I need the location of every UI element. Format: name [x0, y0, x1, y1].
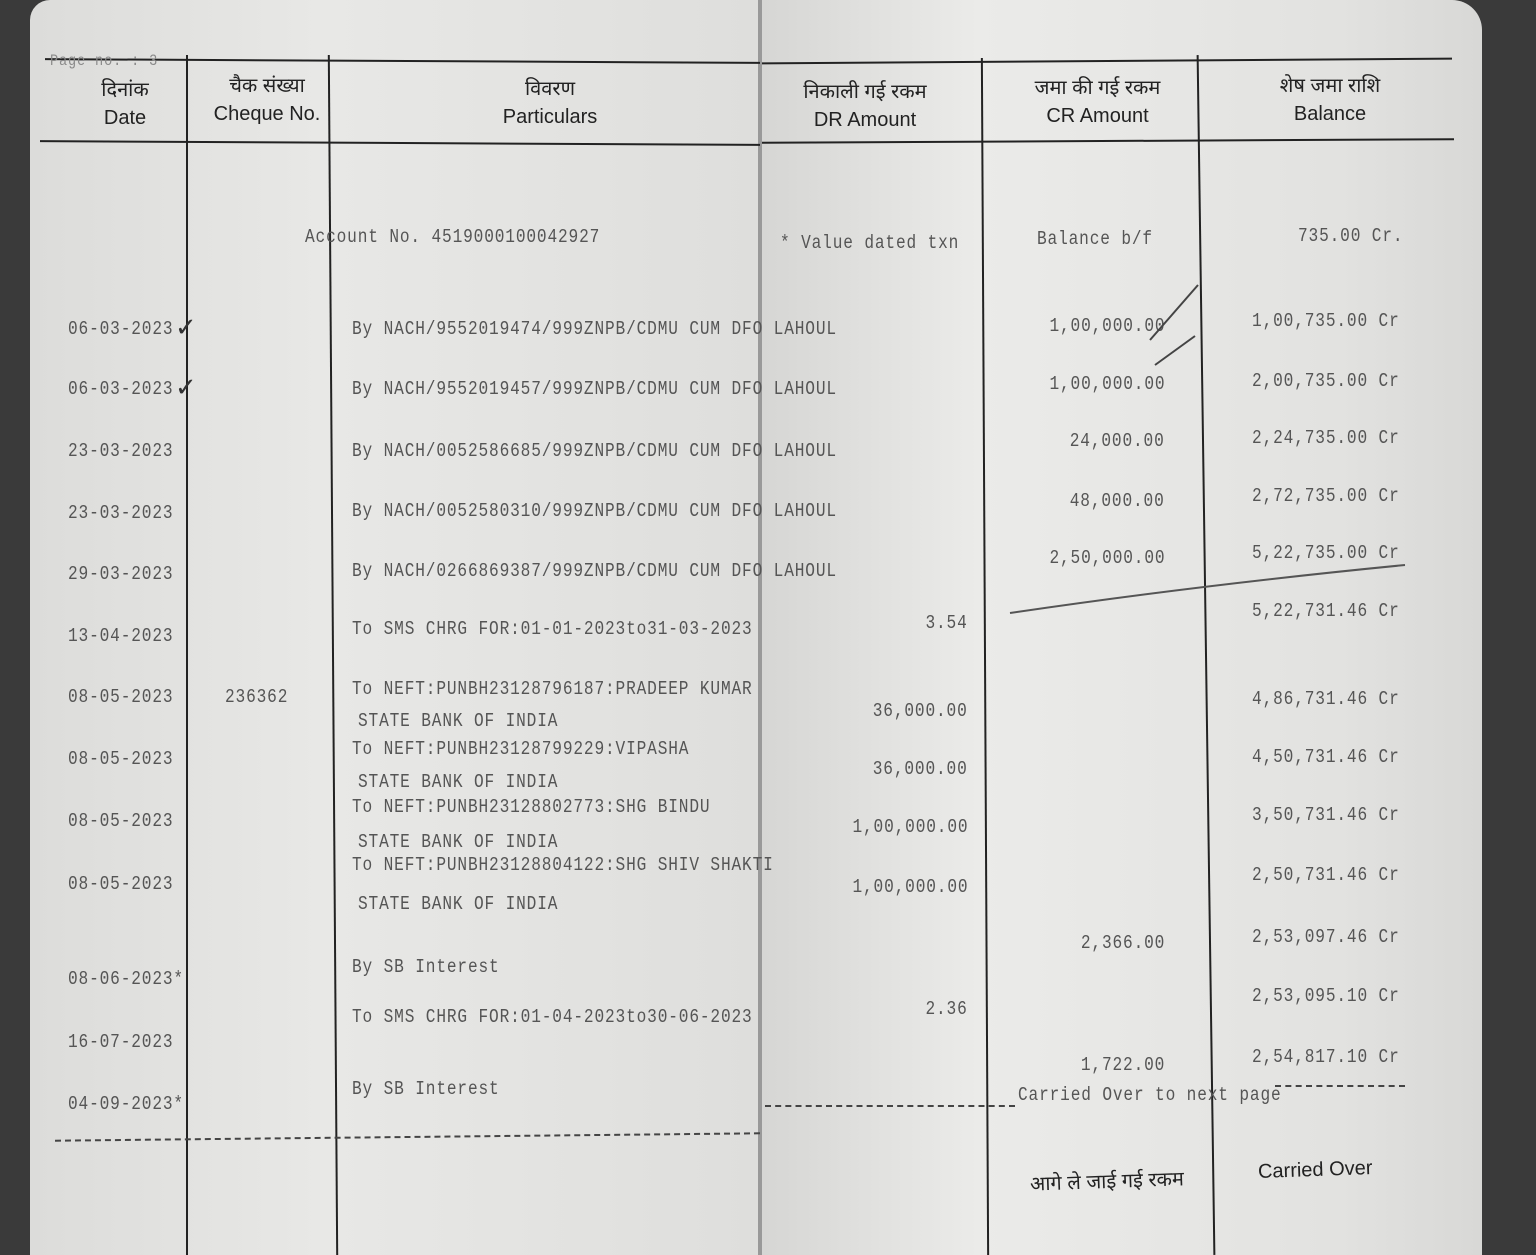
header-balance-hi: शेष जमा राशि [1279, 75, 1381, 97]
transaction-dr-amount: 3.54 [925, 612, 968, 634]
transaction-balance: 2,72,735.00 Cr [1252, 485, 1400, 507]
handwritten-pen-marks [1009, 284, 1406, 614]
header-cheque-hi: चैक संख्या [229, 75, 305, 97]
footer-carried-over-en: Carried Over [1257, 1157, 1373, 1183]
transaction-balance: 5,22,731.46 Cr [1252, 600, 1400, 622]
transaction-date: 23-03-2023 [68, 502, 174, 524]
transaction-particulars: To SMS CHRG FOR:01-01-2023to31-03-2023 [352, 618, 753, 640]
account-number: Account No. 4519000100042927 [305, 226, 601, 248]
transaction-date: 08-05-2023 [68, 810, 174, 832]
transaction-cheque-no: 236362 [225, 686, 289, 708]
header-date: दिनांक Date [60, 76, 190, 132]
transaction-cr-amount: 24,000.00 [1070, 430, 1165, 452]
header-date-en: Date [103, 107, 147, 129]
transaction-balance: 5,22,735.00 Cr [1252, 542, 1400, 564]
transaction-cr-amount: 2,50,000.00 [1049, 547, 1165, 569]
dashed-rule [765, 1105, 1015, 1107]
balance-bf: 735.00 Cr. [1298, 225, 1404, 247]
transaction-balance: 4,50,731.46 Cr [1252, 746, 1400, 768]
header-particulars-en: Particulars [502, 106, 598, 128]
passbook-left-page [30, 0, 762, 1255]
transaction-particulars: To NEFT:PUNBH23128796187:PRADEEP KUMAR [352, 678, 753, 700]
header-balance-en: Balance [1293, 103, 1367, 125]
passbook-spine [758, 0, 762, 1255]
transaction-cr-amount: 1,00,000.00 [1049, 373, 1165, 395]
transaction-particulars: To SMS CHRG FOR:01-04-2023to30-06-2023 [352, 1006, 753, 1028]
transaction-date: 13-04-2023 [68, 625, 174, 647]
transaction-date: 23-03-2023 [68, 440, 174, 462]
transaction-dr-amount: 2.36 [925, 998, 968, 1020]
balance-bf-label: Balance b/f [1037, 228, 1153, 250]
transaction-cr-amount: 1,00,000.00 [1049, 315, 1165, 337]
header-balance: शेष जमा राशि Balance [1215, 72, 1445, 128]
header-dr: निकाली गई रकम DR Amount [765, 78, 965, 134]
transaction-date: 29-03-2023 [68, 563, 174, 585]
transaction-balance: 2,00,735.00 Cr [1252, 370, 1400, 392]
transaction-balance: 2,53,097.46 Cr [1252, 926, 1400, 948]
transaction-balance: 4,86,731.46 Cr [1252, 688, 1400, 710]
transaction-balance: 3,50,731.46 Cr [1252, 804, 1400, 826]
transaction-dr-amount: 36,000.00 [873, 700, 968, 722]
transaction-particulars: By NACH/9552019457/999ZNPB/CDMU CUM DFO … [352, 378, 837, 400]
transaction-balance: 2,53,095.10 Cr [1252, 985, 1400, 1007]
value-dated-note: * Value dated txn [780, 232, 960, 254]
transaction-particulars: STATE BANK OF INDIA [358, 710, 559, 732]
column-rule [186, 55, 188, 1255]
header-dr-hi: निकाली गई रकम [803, 81, 927, 103]
transaction-particulars: By SB Interest [352, 1078, 500, 1100]
transaction-dr-amount: 36,000.00 [873, 758, 968, 780]
transaction-date: 08-05-2023 [68, 873, 174, 895]
transaction-particulars: By NACH/9552019474/999ZNPB/CDMU CUM DFO … [352, 318, 837, 340]
header-cr-hi: जमा की गई रकम [1034, 77, 1161, 99]
header-cheque: चैक संख्या Cheque No. [192, 72, 342, 128]
header-particulars-hi: विवरण [524, 78, 576, 100]
transaction-cr-amount: 48,000.00 [1070, 490, 1165, 512]
transaction-particulars: To NEFT:PUNBH23128802773:SHG BINDU [352, 796, 711, 818]
transaction-balance: 2,54,817.10 Cr [1252, 1046, 1400, 1068]
transaction-particulars: To NEFT:PUNBH23128799229:VIPASHA [352, 738, 690, 760]
transaction-dr-amount: 1,00,000.00 [852, 876, 968, 898]
transaction-date: 08-06-2023* [68, 968, 184, 990]
transaction-date: 08-05-2023 [68, 748, 174, 770]
transaction-particulars: To NEFT:PUNBH23128804122:SHG SHIV SHAKTI [352, 854, 774, 876]
header-date-hi: दिनांक [101, 79, 149, 101]
transaction-particulars: STATE BANK OF INDIA [358, 831, 559, 853]
transaction-date: 04-09-2023* [68, 1093, 184, 1115]
handwritten-tick-icon: ✓ [175, 312, 197, 342]
transaction-particulars: By NACH/0052580310/999ZNPB/CDMU CUM DFO … [352, 500, 837, 522]
transaction-balance: 2,24,735.00 Cr [1252, 427, 1400, 449]
transaction-date: 06-03-2023 [68, 318, 174, 340]
transaction-date: 16-07-2023 [68, 1031, 174, 1053]
transaction-balance: 1,00,735.00 Cr [1252, 310, 1400, 332]
transaction-date: 06-03-2023 [68, 378, 174, 400]
transaction-particulars: By NACH/0266869387/999ZNPB/CDMU CUM DFO … [352, 560, 837, 582]
page-number: Page no. : 3 [50, 52, 159, 70]
transaction-particulars: STATE BANK OF INDIA [358, 893, 559, 915]
header-cr: जमा की गई रकम CR Amount [990, 74, 1205, 130]
transaction-particulars: By SB Interest [352, 956, 500, 978]
transaction-date: 08-05-2023 [68, 686, 174, 708]
transaction-particulars: By NACH/0052586685/999ZNPB/CDMU CUM DFO … [352, 440, 837, 462]
header-dr-en: DR Amount [813, 109, 917, 131]
transaction-cr-amount: 1,722.00 [1080, 1054, 1165, 1076]
header-cr-en: CR Amount [1046, 105, 1149, 127]
handwritten-tick-icon: ✓ [175, 372, 197, 402]
header-particulars: विवरण Particulars [340, 75, 760, 131]
transaction-particulars: STATE BANK OF INDIA [358, 771, 559, 793]
carried-over-line: Carried Over to next page [1018, 1084, 1282, 1106]
transaction-balance: 2,50,731.46 Cr [1252, 864, 1400, 886]
footer-carried-over-hi: आगे ले जाई गई रकम [1029, 1168, 1185, 1196]
transaction-cr-amount: 2,366.00 [1080, 932, 1165, 954]
transaction-dr-amount: 1,00,000.00 [852, 816, 968, 838]
header-cheque-en: Cheque No. [213, 103, 321, 125]
passbook-right-page [762, 0, 1482, 1255]
dashed-rule [1275, 1085, 1405, 1087]
